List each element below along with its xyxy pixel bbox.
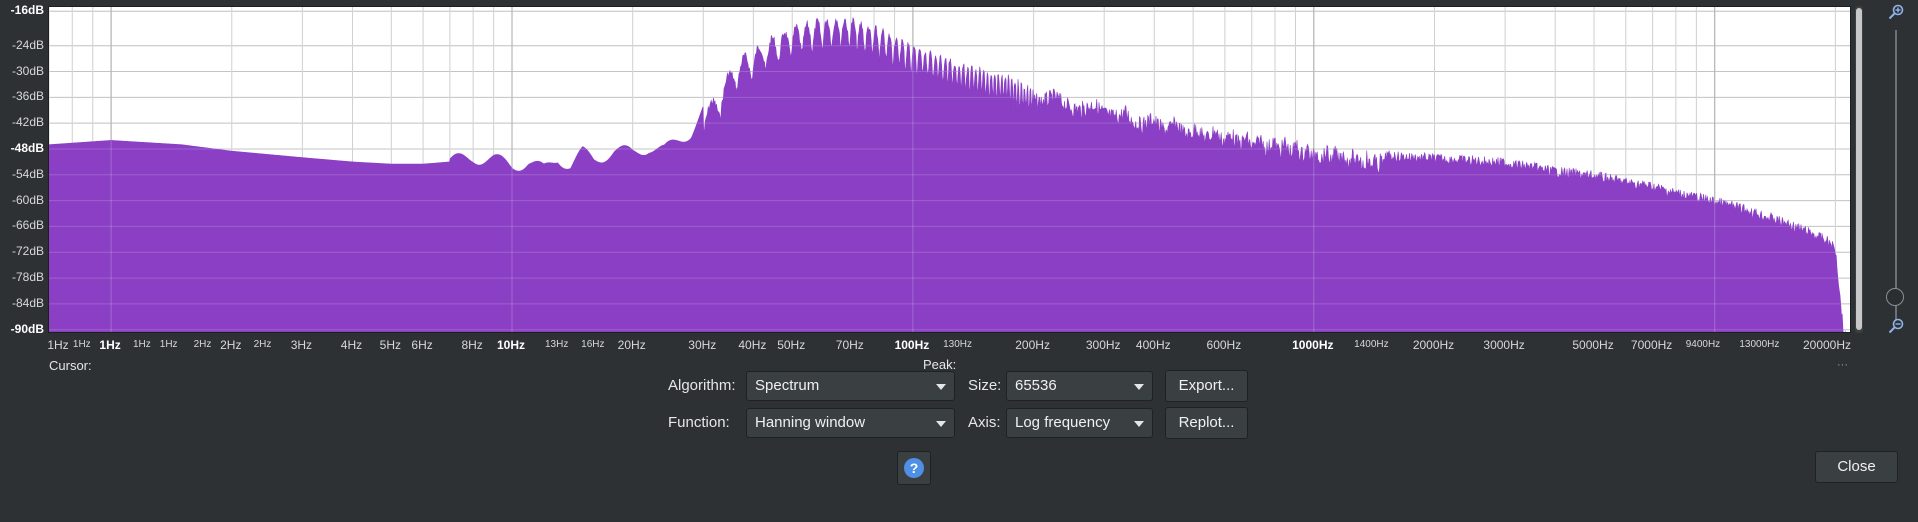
- x-tick-label: 2000Hz: [1412, 338, 1455, 352]
- vertical-scrollbar-thumb[interactable]: [1856, 8, 1862, 330]
- y-tick-label: -60dB: [11, 192, 44, 207]
- y-tick-label: -90dB: [10, 321, 44, 336]
- x-axis: 1Hz 1Hz 1Hz 1Hz 1Hz 2Hz 2Hz 2Hz 3Hz 4Hz 5Hz 6Hz 8Hz 1…: [47, 336, 1852, 356]
- x-tick-label: 3Hz: [290, 338, 313, 352]
- x-tick-label: 13000Hz: [1739, 339, 1780, 350]
- x-tick-label: 100Hz: [894, 338, 930, 352]
- axis-label: Axis:: [968, 414, 1001, 431]
- zoom-slider-track[interactable]: [1895, 30, 1897, 320]
- help-button[interactable]: ?: [897, 451, 931, 485]
- algorithm-select-value: Spectrum: [755, 377, 820, 394]
- size-select[interactable]: 65536: [1006, 371, 1153, 401]
- spectrum-chart: [49, 7, 1850, 332]
- algorithm-select[interactable]: Spectrum: [746, 371, 955, 401]
- chevron-down-icon: [1134, 421, 1144, 427]
- x-tick-label: 2Hz: [220, 338, 242, 352]
- y-tick-label: -30dB: [11, 63, 44, 78]
- vertical-scrollbar[interactable]: [1855, 6, 1863, 333]
- replot-button[interactable]: Replot...: [1165, 407, 1248, 439]
- x-tick-label: 2Hz: [253, 339, 272, 350]
- x-tick-label: 30Hz: [688, 338, 717, 352]
- x-tick-label: 1000Hz: [1292, 338, 1334, 352]
- algorithm-label: Algorithm:: [668, 377, 736, 394]
- x-tick-label: 16Hz: [581, 339, 605, 350]
- chevron-down-icon: [936, 421, 946, 427]
- x-tick-label: 1Hz: [99, 338, 121, 352]
- x-tick-label: 50Hz: [777, 338, 806, 352]
- y-tick-label: -36dB: [11, 89, 44, 104]
- axis-select[interactable]: Log frequency: [1006, 408, 1153, 438]
- y-tick-label: -72dB: [11, 244, 44, 259]
- x-tick-label: 1Hz: [132, 339, 151, 350]
- x-tick-label: 10Hz: [496, 338, 526, 352]
- spectrum-plot[interactable]: [48, 6, 1851, 333]
- chevron-down-icon: [1134, 384, 1144, 390]
- function-label: Function:: [668, 414, 730, 431]
- x-tick-label: 130Hz: [943, 339, 973, 350]
- y-tick-label: -84dB: [11, 295, 44, 310]
- x-tick-label: 1400Hz: [1354, 339, 1389, 350]
- size-label: Size:: [968, 377, 1002, 394]
- zoom-in-icon[interactable]: [1888, 4, 1904, 20]
- y-tick-label: -42dB: [11, 115, 44, 130]
- x-tick-label: 20000Hz: [1802, 338, 1852, 352]
- peak-readout: Peak:: [923, 357, 957, 372]
- x-tick-label: 13Hz: [544, 339, 569, 350]
- x-tick-label: 9400Hz: [1685, 339, 1721, 350]
- y-tick-label: -48dB: [10, 140, 44, 155]
- y-tick-label: -66dB: [11, 218, 44, 233]
- chevron-down-icon: [936, 384, 946, 390]
- x-tick-label: 300Hz: [1085, 338, 1121, 352]
- y-tick-label: -54dB: [11, 166, 44, 181]
- x-tick-label: 5Hz: [379, 338, 401, 352]
- x-tick-label: 5000Hz: [1572, 338, 1614, 352]
- close-button[interactable]: Close: [1815, 451, 1898, 483]
- spectrum-area: [49, 16, 1846, 332]
- x-tick-label: 200Hz: [1015, 338, 1050, 352]
- y-tick-label: -24dB: [11, 37, 44, 52]
- status-extra: ···: [1837, 359, 1848, 371]
- y-axis: -16dB -24dB -30dB -36dB -42dB -48dB -54dB -60dB…: [0, 3, 48, 336]
- x-tick-label: 2Hz: [193, 339, 212, 350]
- cursor-readout: Cursor:: [49, 358, 92, 373]
- zoom-out-icon[interactable]: [1888, 318, 1904, 334]
- x-tick-label: 8Hz: [461, 338, 483, 352]
- axis-select-value: Log frequency: [1015, 414, 1111, 431]
- x-tick-label: 400Hz: [1135, 338, 1171, 352]
- function-select-value: Hanning window: [755, 414, 866, 431]
- x-tick-label: 3000Hz: [1483, 338, 1525, 352]
- zoom-slider-handle[interactable]: [1886, 288, 1904, 306]
- y-tick-label: -78dB: [11, 270, 44, 285]
- x-tick-label: 600Hz: [1206, 338, 1242, 352]
- x-tick-label: 4Hz: [340, 338, 363, 352]
- x-tick-label: 20Hz: [617, 338, 646, 352]
- size-select-value: 65536: [1015, 377, 1057, 394]
- x-tick-label: 1Hz: [72, 339, 91, 350]
- function-select[interactable]: Hanning window: [746, 408, 955, 438]
- export-button[interactable]: Export...: [1165, 370, 1248, 402]
- help-icon: ?: [904, 458, 924, 478]
- y-tick-label: -16dB: [10, 3, 44, 18]
- x-tick-label: 40Hz: [738, 338, 767, 352]
- x-tick-label: 6Hz: [411, 338, 433, 352]
- x-tick-label: 1Hz: [159, 339, 178, 350]
- x-tick-label: 70Hz: [835, 338, 864, 352]
- x-tick-label: 7000Hz: [1630, 338, 1673, 352]
- x-tick-label: 1Hz: [47, 338, 69, 352]
